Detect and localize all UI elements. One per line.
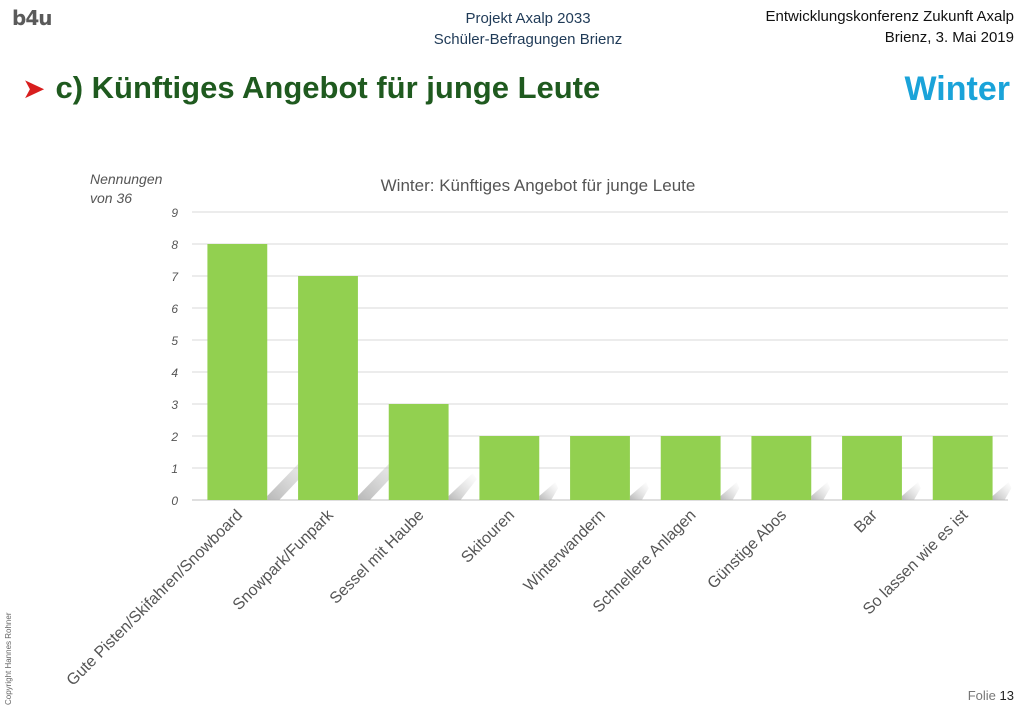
bar — [479, 436, 540, 500]
b4u-logo: b4u — [12, 6, 52, 30]
bar — [388, 404, 449, 500]
y-axis-unit: Nennungen von 36 — [90, 170, 162, 208]
bar — [842, 436, 902, 500]
y-tick-label: 8 — [171, 238, 178, 252]
bar — [298, 276, 358, 500]
project-subtitle: Schüler-Befragungen Brienz — [433, 31, 623, 48]
bar — [207, 244, 268, 500]
slide-heading-text: c) Künftiges Angebot für junge Leute — [55, 70, 601, 105]
event-date: Brienz, 3. Mai 2019 — [884, 29, 1014, 46]
bar — [751, 436, 812, 500]
y-tick-label: 5 — [171, 334, 178, 348]
y-tick-label: 0 — [171, 494, 178, 508]
x-tick-label: Sessel mit Haube — [327, 507, 428, 608]
y-tick-label: 4 — [171, 366, 178, 380]
slide-footer: Folie 13 — [968, 688, 1014, 703]
project-header: Projekt Axalp 2033 Schüler-Befragungen B… — [380, 8, 676, 50]
bar-shadow — [720, 482, 740, 500]
y-axis-unit-line2: von 36 — [90, 190, 133, 206]
slide-label: Folie — [967, 688, 996, 703]
y-tick-label: 6 — [171, 302, 178, 316]
y-axis-unit-line1: Nennungen — [90, 171, 163, 187]
x-tick-label: Winterwandern — [521, 507, 609, 595]
x-tick-label: Snowpark/Funpark — [230, 506, 338, 614]
chart-title: Winter: Künftiges Angebot für junge Leut… — [381, 176, 696, 195]
bar-shadow — [811, 482, 831, 500]
y-tick-label: 2 — [170, 430, 178, 444]
y-tick-label: 1 — [171, 462, 178, 476]
x-tick-label: Bar — [851, 506, 881, 536]
x-tick-label: Skitouren — [458, 507, 518, 567]
x-tick-label: Gute Pisten/Skifahren/Snowboard — [64, 507, 246, 689]
season-label: Winter — [904, 70, 1010, 108]
y-tick-label: 7 — [171, 270, 179, 284]
bar-shadow — [448, 473, 477, 500]
x-tick-label: Günstige Abos — [705, 507, 791, 593]
x-tick-label: So lassen wie es ist — [860, 506, 972, 618]
event-title: Entwicklungskonferenz Zukunft Axalp — [765, 8, 1014, 25]
project-title: Projekt Axalp 2033 — [465, 10, 591, 27]
y-tick-label: 9 — [171, 206, 178, 220]
slide-number: 13 — [999, 688, 1014, 703]
event-header: Entwicklungskonferenz Zukunft Axalp Brie… — [766, 6, 1014, 48]
bar — [570, 436, 630, 500]
bar-shadow — [539, 482, 559, 500]
arrow-bullet-icon: ➤ — [22, 73, 46, 104]
x-tick-label: Schnellere Anlagen — [590, 507, 700, 617]
bar-shadow — [629, 482, 649, 500]
y-tick-label: 3 — [171, 398, 178, 412]
bar-shadow — [901, 482, 921, 500]
bar-shadow — [992, 482, 1012, 500]
slide-heading: ➤ c) Künftiges Angebot für junge Leute — [22, 70, 600, 106]
bar — [660, 436, 721, 500]
copyright-notice: Copyright Hannes Rohner — [4, 612, 13, 706]
bar — [932, 436, 993, 500]
